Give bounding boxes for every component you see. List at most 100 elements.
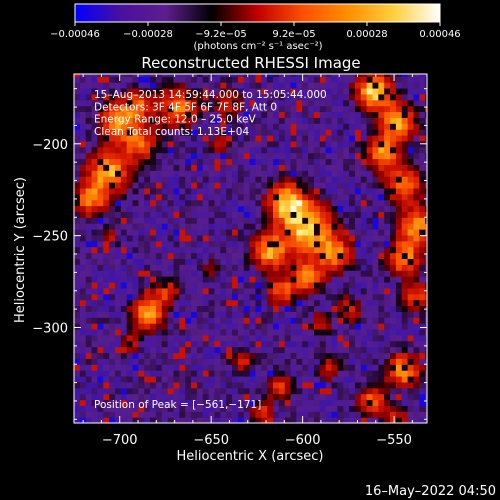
heatmap-cell — [214, 93, 221, 101]
heatmap-cell — [126, 352, 134, 359]
heatmap-cell — [349, 193, 356, 201]
heatmap-cell — [419, 281, 426, 289]
heatmap-cell — [91, 199, 99, 207]
heatmap-cell — [237, 211, 245, 218]
heatmap-cell — [208, 417, 216, 423]
heatmap-cell — [243, 170, 251, 177]
heatmap-cell — [284, 311, 292, 318]
heatmap-cell — [273, 323, 280, 330]
heatmap-cell — [249, 105, 257, 113]
heatmap-cell — [214, 187, 221, 195]
heatmap-cell — [185, 229, 192, 236]
heatmap-cell — [284, 164, 292, 171]
heatmap-cell — [97, 146, 104, 154]
heatmap-cell — [419, 276, 426, 283]
heatmap-cell — [278, 340, 286, 348]
heatmap-cell — [202, 417, 210, 423]
heatmap-cell — [173, 187, 180, 195]
heatmap-cell — [214, 381, 221, 389]
heatmap-cell — [249, 364, 257, 371]
heatmap-cell — [261, 182, 268, 189]
heatmap-cell — [343, 276, 350, 283]
heatmap-cell — [366, 299, 374, 307]
heatmap-cell — [138, 111, 145, 118]
heatmap-cell — [214, 252, 221, 260]
heatmap-cell — [185, 82, 192, 89]
heatmap-cell — [74, 293, 81, 301]
heatmap-cell — [167, 140, 175, 148]
heatmap-cell — [249, 240, 257, 248]
heatmap-cell — [132, 199, 139, 207]
heatmap-cell — [114, 399, 122, 406]
heatmap-cell — [331, 76, 338, 83]
heatmap-cell — [349, 199, 356, 207]
heatmap-cell — [109, 111, 116, 118]
heatmap-cell — [220, 305, 227, 312]
heatmap-cell — [249, 117, 257, 124]
heatmap-cell — [232, 270, 239, 277]
heatmap-cell — [208, 387, 216, 395]
heatmap-cell — [290, 270, 298, 277]
heatmap-cell — [284, 140, 292, 148]
heatmap-cell — [237, 417, 245, 423]
heatmap-cell — [114, 187, 122, 195]
heatmap-cell — [109, 370, 116, 377]
heatmap-cell — [91, 211, 99, 218]
heatmap-cell — [419, 74, 426, 77]
heatmap-cell — [150, 199, 157, 207]
heatmap-cell — [360, 270, 368, 277]
heatmap-cell — [419, 387, 426, 395]
heatmap-cell — [109, 305, 116, 312]
heatmap-cell — [138, 281, 145, 289]
heatmap-cell — [261, 287, 268, 295]
heatmap-cell — [220, 123, 227, 130]
heatmap-cell — [354, 99, 362, 107]
heatmap-cell — [354, 170, 362, 177]
heatmap-cell — [220, 187, 227, 195]
heatmap-cell — [302, 252, 309, 260]
heatmap-cell — [243, 123, 251, 130]
heatmap-cell — [232, 164, 239, 171]
heatmap-cell — [325, 364, 333, 371]
heatmap-cell — [261, 105, 268, 113]
heatmap-cell — [220, 246, 227, 254]
heatmap-cell — [360, 99, 368, 107]
heatmap-cell — [366, 293, 374, 301]
heatmap-cell — [360, 411, 368, 418]
heatmap-cell — [220, 299, 227, 307]
heatmap-cell — [232, 99, 239, 107]
heatmap-cell — [74, 375, 81, 383]
heatmap-cell — [349, 74, 356, 77]
heatmap-cell — [366, 287, 374, 295]
heatmap-cell — [413, 323, 420, 330]
heatmap-cell — [155, 328, 163, 336]
heatmap-cell — [325, 287, 333, 295]
heatmap-cell — [401, 146, 409, 154]
heatmap-cell — [150, 117, 157, 124]
heatmap-cell — [378, 146, 385, 154]
heatmap-cell — [167, 393, 175, 401]
heatmap-cell — [85, 199, 93, 207]
heatmap-cell — [296, 328, 303, 336]
heatmap-cell — [378, 199, 385, 207]
heatmap-cell — [296, 99, 303, 107]
heatmap-cell — [79, 93, 87, 101]
heatmap-cell — [243, 87, 251, 95]
heatmap-cell — [185, 170, 192, 177]
heatmap-cell — [372, 375, 379, 383]
heatmap-cell — [395, 252, 403, 260]
heatmap-cell — [284, 129, 292, 136]
heatmap-cell — [395, 240, 403, 248]
heatmap-cell — [343, 87, 350, 95]
heatmap-cell — [91, 74, 99, 77]
heatmap-cell — [167, 276, 175, 283]
heatmap-cell — [120, 276, 128, 283]
heatmap-cell — [243, 117, 251, 124]
heatmap-cell — [313, 129, 321, 136]
heatmap-cell — [425, 105, 427, 113]
heatmap-cell — [202, 223, 210, 230]
heatmap-cell — [138, 152, 145, 160]
heatmap-cell — [390, 381, 397, 389]
heatmap-cell — [378, 76, 385, 83]
heatmap-cell — [337, 417, 344, 423]
